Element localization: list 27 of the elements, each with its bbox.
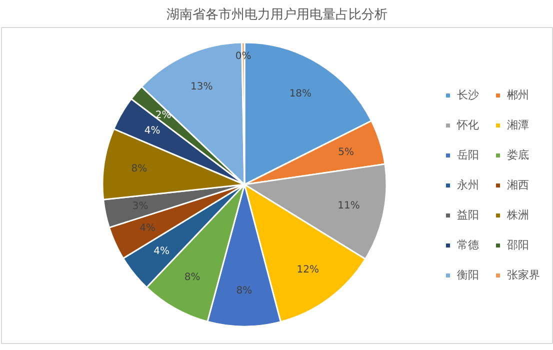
data-label: 5% <box>338 147 354 158</box>
legend-label: 长沙 <box>457 88 479 102</box>
chart-title: 湖南省各市州电力用户用电量占比分析 <box>166 8 388 22</box>
legend-label: 常德 <box>457 238 479 252</box>
legend-label: 娄底 <box>507 148 529 162</box>
legend-label: 怀化 <box>457 118 479 132</box>
legend-label: 株洲 <box>507 208 529 222</box>
data-label: 8% <box>184 272 200 283</box>
legend-label: 岳阳 <box>457 148 479 162</box>
data-label: 8% <box>236 286 252 296</box>
legend-label: 郴州 <box>507 88 529 102</box>
legend-label: 湘西 <box>507 178 529 192</box>
legend-label: 邵阳 <box>507 238 529 252</box>
data-label: 4% <box>154 246 170 257</box>
data-label: 4% <box>144 126 160 137</box>
legend-label: 衡阳 <box>457 268 479 282</box>
data-label: 18% <box>289 88 312 100</box>
legend-label: 永州 <box>457 178 479 192</box>
legend-label: 湘潭 <box>507 118 529 132</box>
legend-label: 益阳 <box>457 208 479 222</box>
data-label: 2% <box>155 110 172 122</box>
data-label: 8% <box>131 163 148 174</box>
legend-label: 张家界 <box>507 268 540 282</box>
data-label: 4% <box>140 223 156 234</box>
data-label: 12% <box>296 264 320 276</box>
data-label: 13% <box>190 82 213 93</box>
data-label: 11% <box>338 200 360 212</box>
